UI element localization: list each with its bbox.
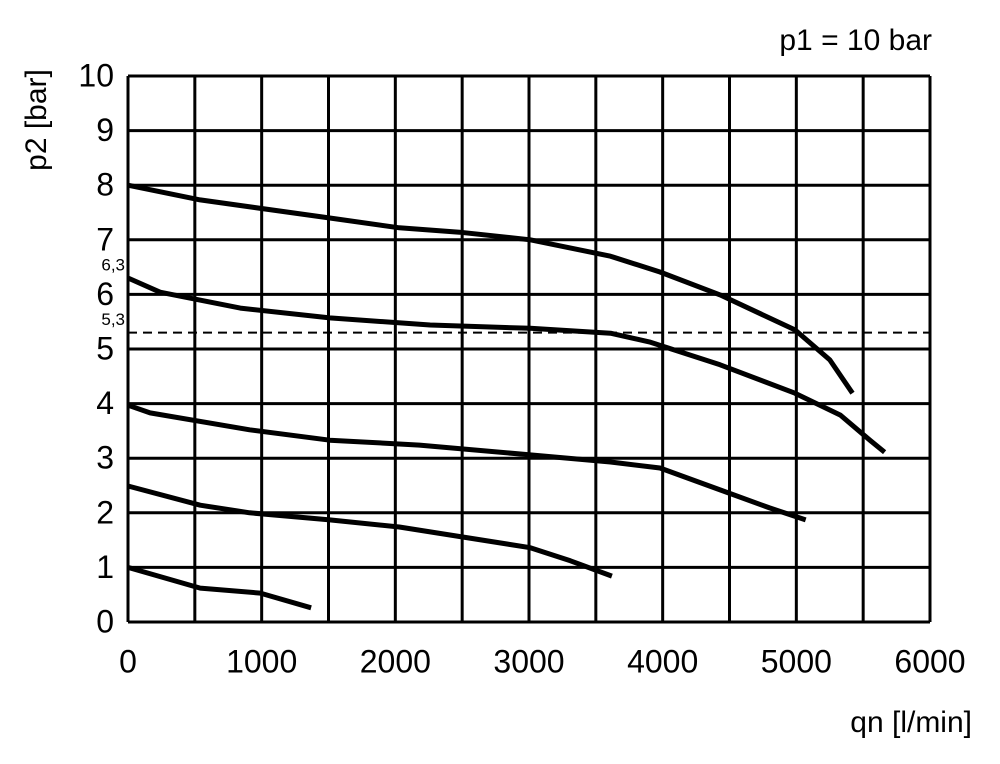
- x-tick-label: 6000: [894, 643, 965, 679]
- y-tick-label: 8: [96, 167, 114, 203]
- y-tick-label: 3: [96, 440, 114, 476]
- curve: [127, 564, 312, 611]
- y-tick-label: 0: [96, 603, 114, 639]
- y-axis-label: p2 [bar]: [20, 69, 53, 171]
- y-tick-label: 6: [96, 276, 114, 312]
- extra-y-tick-label: 6,3: [101, 256, 125, 275]
- x-tick-label: 2000: [360, 643, 431, 679]
- y-tick-label: 10: [78, 57, 114, 93]
- y-tick-label: 5: [96, 330, 114, 366]
- x-axis-label: qn [l/min]: [850, 706, 972, 739]
- y-tick-label: 4: [96, 385, 114, 421]
- curve: [126, 275, 887, 455]
- y-tick-label: 1: [96, 549, 114, 585]
- curve: [127, 182, 855, 395]
- y-tick-label: 7: [96, 221, 114, 257]
- x-tick-label: 3000: [493, 643, 564, 679]
- x-tick-label: 0: [119, 643, 137, 679]
- curve: [127, 402, 807, 523]
- x-tick-label: 5000: [761, 643, 832, 679]
- chart-title: p1 = 10 bar: [779, 24, 932, 57]
- curve: [127, 483, 613, 579]
- x-tick-label: 4000: [627, 643, 698, 679]
- extra-y-tick-label: 5,3: [101, 310, 125, 329]
- y-tick-label: 9: [96, 112, 114, 148]
- y-tick-label: 2: [96, 494, 114, 530]
- x-tick-label: 1000: [226, 643, 297, 679]
